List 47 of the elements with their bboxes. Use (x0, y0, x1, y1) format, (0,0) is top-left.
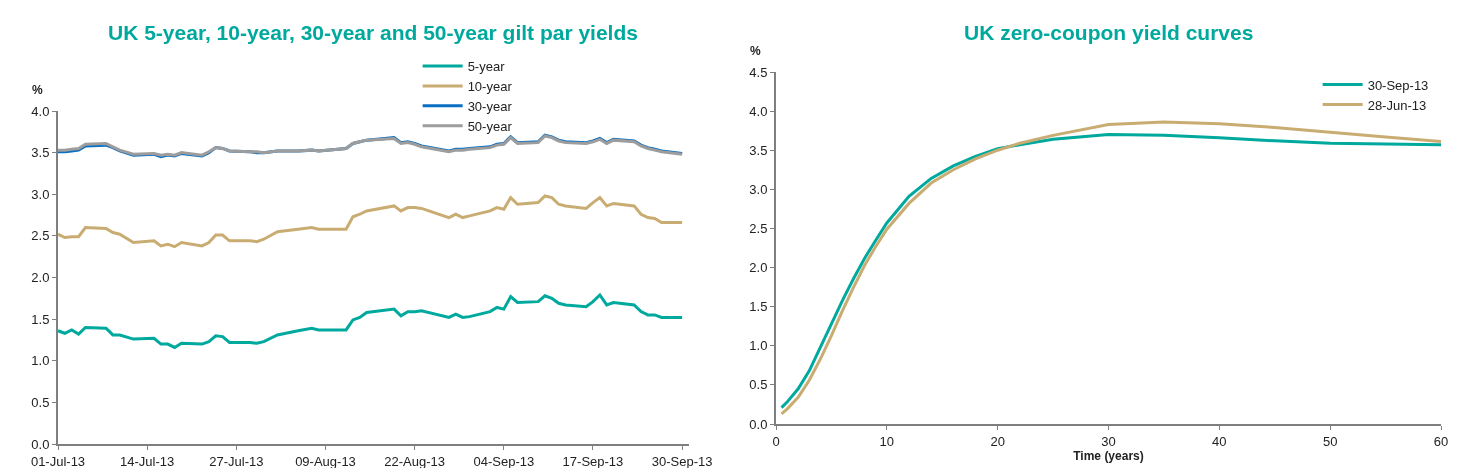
x-tick-label: 30-Sep-13 (651, 453, 713, 468)
x-tick-label: 60 (1433, 433, 1449, 449)
y-tick-label: 2.0 (31, 270, 50, 286)
legend-label: 28-Jun-13 (1367, 97, 1427, 113)
x-tick-label: 14-Jul-13 (120, 453, 175, 468)
y-tick-label: 2.5 (31, 228, 50, 244)
legend-label: 30-year (467, 98, 513, 114)
y-tick-label: 0.0 (31, 436, 50, 452)
chart-title: UK 5-year, 10-year, 30-year and 50-year gilt par yields (108, 21, 638, 44)
y-tick-label: 1.5 (31, 311, 50, 327)
x-tick-label: 09-Aug-13 (295, 453, 356, 468)
line-series (58, 194, 684, 249)
chart-title: UK zero-coupon yield curves (964, 21, 1254, 44)
y-tick-label: 1.0 (31, 353, 50, 369)
y-tick-label: 4.0 (31, 103, 50, 119)
y-tick-label: 1.5 (749, 299, 768, 315)
x-tick-label: 30 (1101, 433, 1116, 449)
y-axis-title: % (750, 44, 761, 58)
y-tick-label: 0.0 (749, 416, 768, 432)
x-tick-label: 27-Jul-13 (209, 453, 264, 468)
y-tick-label: 3.5 (749, 142, 768, 158)
y-tick-label: 4.5 (749, 64, 768, 80)
y-tick-label: 1.0 (749, 338, 768, 354)
y-tick-label: 3.0 (31, 186, 50, 202)
x-axis-title: Time (years) (1073, 449, 1144, 463)
legend-label: 10-year (467, 79, 513, 95)
legend-label: 30-Sep-13 (1367, 77, 1429, 93)
y-axis-title: % (32, 83, 43, 97)
x-tick-label: 01-Jul-13 (30, 453, 86, 468)
x-tick-label: 10 (879, 433, 895, 449)
legend-label: 5-year (467, 59, 506, 75)
y-tick-label: 0.5 (749, 377, 768, 393)
y-tick-label: 3.5 (31, 145, 50, 161)
x-tick-label: 20 (990, 433, 1005, 449)
x-tick-label: 04-Sep-13 (473, 453, 535, 468)
x-tick-label: 40 (1212, 433, 1227, 449)
legend-label: 50-year (467, 118, 513, 134)
x-tick-label: 0 (772, 433, 780, 449)
y-tick-label: 2.0 (749, 260, 768, 276)
y-tick-label: 0.5 (31, 394, 50, 410)
y-tick-label: 4.0 (749, 103, 768, 119)
line-series (58, 293, 684, 349)
y-tick-label: 2.5 (749, 220, 768, 236)
x-tick-label: 22-Aug-13 (384, 453, 446, 468)
x-tick-label: 50 (1322, 433, 1338, 449)
y-tick-label: 3.0 (749, 181, 768, 197)
x-tick-label: 17-Sep-13 (562, 453, 624, 468)
